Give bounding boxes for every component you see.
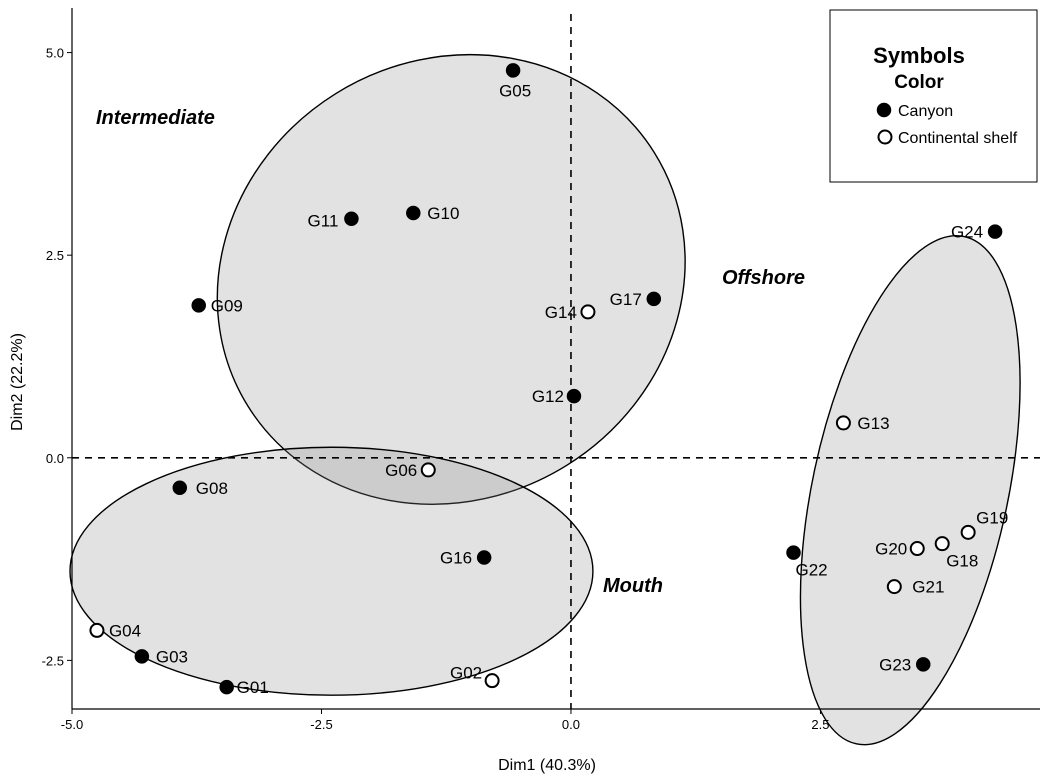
point-g18 <box>934 536 950 552</box>
group-label-intermediate: Intermediate <box>96 107 215 129</box>
point-g21 <box>886 579 902 595</box>
y-axis-title: Dim2 (22.2%) <box>9 333 26 431</box>
axis-ticks: -5.0 -2.5 0.0 2.5 -2.5 0.0 2.5 5.0 <box>42 46 830 732</box>
point-label-g11: G11 <box>308 212 339 231</box>
y-tick-label: 5.0 <box>46 46 64 61</box>
point-label-g13: G13 <box>857 414 889 433</box>
legend-marker-continental-shelf <box>877 129 893 145</box>
group-label-offshore: Offshore <box>722 267 805 289</box>
x-tick-label: 2.5 <box>811 717 829 732</box>
point-label-g16: G16 <box>440 548 472 567</box>
point-g23 <box>915 657 931 672</box>
group-labels: Intermediate Mouth Offshore <box>96 107 805 597</box>
x-axis-title: Dim1 (40.3%) <box>498 757 596 774</box>
legend-label-continental-shelf: Continental shelf <box>898 130 1018 147</box>
point-label-g24: G24 <box>951 223 983 242</box>
point-label-g10: G10 <box>427 204 459 223</box>
point-label-g02: G02 <box>450 664 482 683</box>
point-g01 <box>219 679 234 695</box>
point-g14 <box>580 304 596 320</box>
x-tick-label: 0.0 <box>562 717 580 732</box>
point-g02 <box>484 673 500 689</box>
data-points: G01 G03 G05 G08 G09 G10 G11 G12 G16 G17 G22 G23 G24 G… <box>89 63 1008 697</box>
point-label-g05: G05 <box>499 81 531 100</box>
legend-subtitle: Color <box>894 72 944 93</box>
point-g16 <box>476 550 492 565</box>
point-g03 <box>134 649 150 664</box>
reference-lines <box>72 14 1040 709</box>
y-tick-label: -2.5 <box>42 653 64 668</box>
point-label-g21: G21 <box>912 578 944 597</box>
point-label-g01: G01 <box>237 678 269 697</box>
group-ellipses <box>69 53 1021 746</box>
ellipse-mouth <box>69 446 594 696</box>
point-label-g09: G09 <box>211 296 243 315</box>
point-g22 <box>786 545 801 560</box>
point-label-g04: G04 <box>109 621 141 640</box>
legend-marker-canyon <box>876 102 892 118</box>
point-label-g20: G20 <box>875 540 907 559</box>
point-label-g22: G22 <box>796 561 828 580</box>
point-g10 <box>406 205 421 221</box>
ellipse-offshore <box>799 235 1021 746</box>
point-g09 <box>191 298 206 313</box>
axes <box>71 8 1040 710</box>
point-label-g18: G18 <box>946 552 978 571</box>
point-g13 <box>835 415 851 431</box>
point-g20 <box>909 541 925 557</box>
group-label-mouth: Mouth <box>603 575 663 597</box>
point-label-g08: G08 <box>196 479 228 498</box>
point-label-g14: G14 <box>545 303 577 322</box>
point-label-g19: G19 <box>976 508 1008 527</box>
legend-title: Symbols <box>873 43 965 68</box>
point-label-g17: G17 <box>610 290 642 309</box>
y-tick-label: 0.0 <box>46 451 64 466</box>
point-label-g03: G03 <box>156 647 188 666</box>
point-g11 <box>344 211 359 226</box>
point-label-g12: G12 <box>532 387 564 406</box>
y-tick-label: 2.5 <box>46 248 64 263</box>
point-g05 <box>505 63 521 78</box>
point-g17 <box>646 291 662 307</box>
point-g08 <box>172 480 188 496</box>
point-g12 <box>566 388 582 404</box>
point-g04 <box>89 622 105 638</box>
x-tick-label: -5.0 <box>61 717 83 732</box>
x-tick-label: -2.5 <box>310 717 332 732</box>
legend: Symbols Color Canyon Continental shelf <box>829 9 1038 183</box>
legend-label-canyon: Canyon <box>898 103 953 120</box>
point-g24 <box>987 224 1003 239</box>
legend-box <box>829 9 1038 183</box>
point-label-g23: G23 <box>879 655 911 674</box>
point-g19 <box>960 524 976 540</box>
point-g06 <box>420 462 436 478</box>
point-label-g06: G06 <box>385 461 417 480</box>
